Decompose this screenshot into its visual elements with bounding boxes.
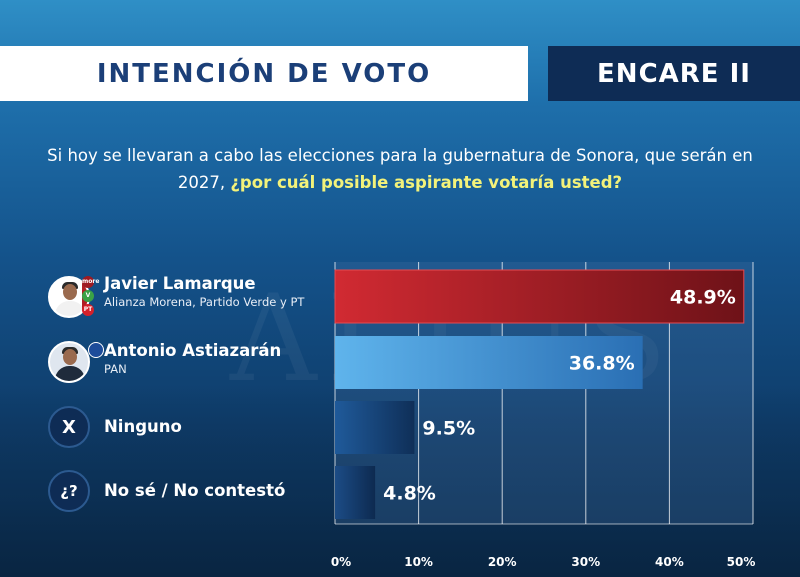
survey-question: Si hoy se llevaran a cabo las elecciones… [30,142,770,196]
header-brand-box: ENCARE II [548,46,800,101]
morena-logo-icon: more [82,276,99,288]
candidate-party: Alianza Morena, Partido Verde y PT [104,295,305,309]
bar-4 [335,466,376,519]
x-icon: X [48,406,90,448]
x-tick-label: 50% [727,555,756,569]
x-tick-label: 0% [331,555,351,569]
candidate-party: PAN [104,362,127,376]
bar-2 [335,336,643,389]
candidate-name: Javier Lamarque [104,274,256,293]
bar-value-label: 36.8% [569,353,635,375]
x-tick-label: 20% [488,555,517,569]
bar-value-label: 9.5% [422,418,475,440]
pt-logo-icon: PT [82,304,94,316]
option-name: Ninguno [104,417,182,436]
candidate-row-astiazaran [48,341,90,383]
question-text: Si hoy se llevaran a cabo las elecciones… [47,146,753,192]
bar-value-label: 48.9% [670,287,736,309]
candidate-name: Antonio Astiazarán [104,341,282,360]
avatar-astiazaran [48,341,90,383]
x-tick-label: 30% [571,555,600,569]
option-name: No sé / No contestó [104,481,286,500]
bar-3 [335,401,415,454]
candidate-label-astiazaran: Antonio Astiazarán PAN [104,341,281,376]
question-icon: ¿? [48,470,90,512]
option-label-nose: No sé / No contestó [104,481,285,500]
pan-logo-icon [88,342,104,358]
header-brand: ENCARE II [597,58,751,89]
option-label-ninguno: Ninguno [104,417,182,436]
option-row-nose: ¿? [48,470,90,512]
question-highlight: ¿por cuál posible aspirante votaría uste… [230,173,623,192]
x-tick-label: 10% [404,555,433,569]
candidate-label-lamarque: Javier Lamarque Alianza Morena, Partido … [104,274,304,309]
verde-logo-icon: V [82,290,94,302]
party-badges: more V PT [82,276,99,318]
bar-1 [334,269,745,324]
header-title-box: INTENCIÓN DE VOTO [0,46,528,101]
header-title: INTENCIÓN DE VOTO [96,58,432,89]
bar-value-label: 4.8% [383,483,436,505]
x-tick-label: 40% [655,555,684,569]
option-row-ninguno: X [48,406,90,448]
